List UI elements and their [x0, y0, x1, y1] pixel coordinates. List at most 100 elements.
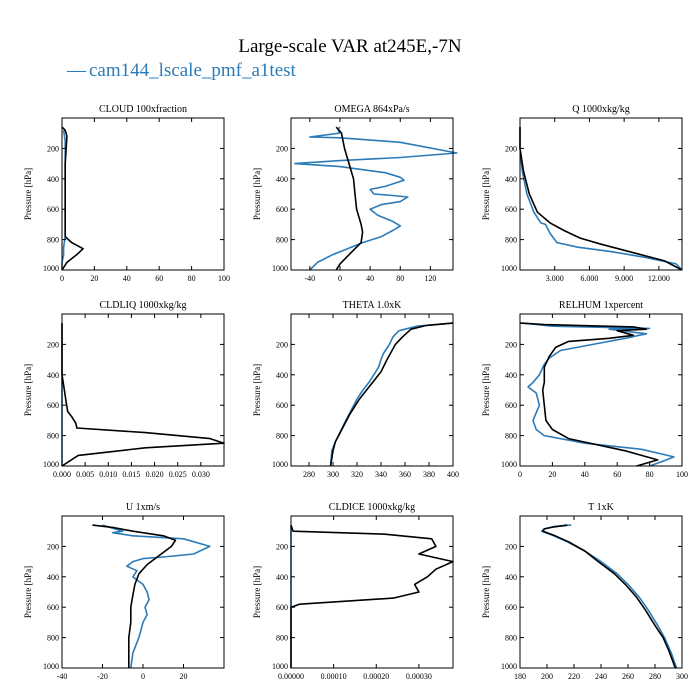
plot-frame — [61, 515, 225, 669]
series-line-1 — [293, 126, 458, 271]
y-tick-label: 600 — [505, 603, 517, 612]
x-tick-label: 20 — [90, 274, 98, 283]
plot-frame — [61, 117, 225, 271]
series-line-1 — [102, 524, 211, 669]
x-tick-label: 0.020 — [146, 470, 164, 479]
x-tick-label: 100 — [218, 274, 230, 283]
series-line-1 — [540, 524, 678, 669]
plot-frame — [519, 117, 683, 271]
series-line-2 — [61, 126, 84, 271]
series-line-1 — [329, 322, 454, 467]
x-tick-label: 0.00020 — [363, 672, 389, 681]
panel-title: U 1xm/s — [126, 502, 160, 513]
x-tick-label: 300 — [676, 672, 688, 681]
x-tick-label: 6.000 — [580, 274, 598, 283]
panel-title: CLDICE 1000xkg/kg — [329, 502, 415, 513]
y-tick-label: 800 — [505, 236, 517, 245]
y-tick-label: 800 — [276, 634, 288, 643]
y-tick-label: 800 — [276, 432, 288, 441]
x-tick-label: -40 — [57, 672, 68, 681]
x-tick-label: 120 — [424, 274, 436, 283]
panel-2: OMEGA 864xPa/s 200 400 600 800 1000 -40 0 40 80 12… — [252, 104, 458, 283]
panel-title: T 1xK — [588, 502, 614, 513]
y-tick-label: 600 — [276, 401, 288, 410]
x-tick-label: 40 — [123, 274, 131, 283]
x-tick-label: -20 — [97, 672, 108, 681]
panel-title: Q 1000xkg/kg — [572, 104, 630, 115]
y-tick-label: 600 — [276, 603, 288, 612]
x-tick-label: 0.00000 — [278, 672, 304, 681]
series-line-1 — [519, 127, 683, 271]
x-tick-label: 240 — [595, 672, 607, 681]
y-tick-label: 400 — [47, 175, 59, 184]
y-tick-label: 200 — [505, 340, 517, 349]
x-tick-label: 220 — [568, 672, 580, 681]
series-line-2 — [61, 323, 225, 467]
y-tick-label: 800 — [47, 432, 59, 441]
y-tick-label: 200 — [505, 542, 517, 551]
x-tick-label: 0.00010 — [321, 672, 347, 681]
y-tick-label: 200 — [505, 144, 517, 153]
x-tick-label: 0 — [60, 274, 64, 283]
legend-entry: cam144_lscale_pmf_a1test — [89, 60, 297, 81]
y-tick-label: 800 — [505, 634, 517, 643]
x-tick-label: 320 — [351, 470, 363, 479]
y-tick-label: 400 — [47, 573, 59, 582]
y-tick-label: 200 — [276, 340, 288, 349]
y-tick-label: 800 — [47, 236, 59, 245]
x-tick-label: 180 — [514, 672, 526, 681]
y-tick-label: 600 — [505, 401, 517, 410]
y-axis-label: Pressure [hPa] — [23, 364, 33, 416]
x-tick-label: 0.010 — [99, 470, 117, 479]
x-tick-label: 0.00030 — [406, 672, 432, 681]
x-tick-label: 60 — [613, 470, 621, 479]
plot-frame — [61, 313, 225, 467]
x-tick-label: 380 — [423, 470, 435, 479]
series-line-2 — [290, 524, 454, 668]
y-tick-label: 800 — [505, 432, 517, 441]
y-tick-label: 400 — [276, 573, 288, 582]
y-tick-label: 1000 — [43, 264, 59, 273]
x-tick-label: 200 — [541, 672, 553, 681]
x-tick-label: 0.030 — [192, 470, 210, 479]
y-axis-label: Pressure [hPa] — [252, 364, 262, 416]
plot-frame — [290, 313, 454, 467]
x-tick-label: 9.000 — [615, 274, 633, 283]
series-line-2 — [335, 126, 364, 271]
x-tick-label: -40 — [305, 274, 316, 283]
x-tick-label: 40 — [366, 274, 374, 283]
panel-title: RELHUM 1xpercent — [559, 300, 643, 311]
y-tick-label: 200 — [276, 144, 288, 153]
series-line-2 — [519, 127, 683, 271]
y-tick-label: 1000 — [272, 264, 288, 273]
y-tick-label: 600 — [47, 603, 59, 612]
y-tick-label: 200 — [47, 340, 59, 349]
x-tick-label: 80 — [188, 274, 196, 283]
x-tick-label: 40 — [581, 470, 589, 479]
x-tick-label: 300 — [327, 470, 339, 479]
series-line-2 — [92, 524, 177, 668]
y-tick-label: 1000 — [501, 662, 517, 671]
panel-8: CLDICE 1000xkg/kg 200 400 600 800 10000.00000… — [252, 502, 454, 681]
x-tick-label: 0.000 — [53, 470, 71, 479]
x-tick-label: 280 — [649, 672, 661, 681]
y-tick-label: 200 — [47, 144, 59, 153]
x-tick-label: 340 — [375, 470, 387, 479]
panel-title: THETA 1.0xK — [343, 300, 402, 311]
y-tick-label: 400 — [505, 175, 517, 184]
y-tick-label: 1000 — [501, 460, 517, 469]
x-tick-label: 360 — [399, 470, 411, 479]
panel-title: OMEGA 864xPa/s — [334, 104, 409, 115]
figure-title: Large-scale VAR at245E,-7N — [238, 36, 461, 57]
y-tick-label: 200 — [276, 542, 288, 551]
y-axis-label: Pressure [hPa] — [481, 168, 491, 220]
y-tick-label: 1000 — [43, 460, 59, 469]
x-tick-label: 0 — [518, 470, 522, 479]
plot-frame — [290, 515, 454, 669]
y-tick-label: 1000 — [43, 662, 59, 671]
x-tick-label: 20 — [180, 672, 188, 681]
